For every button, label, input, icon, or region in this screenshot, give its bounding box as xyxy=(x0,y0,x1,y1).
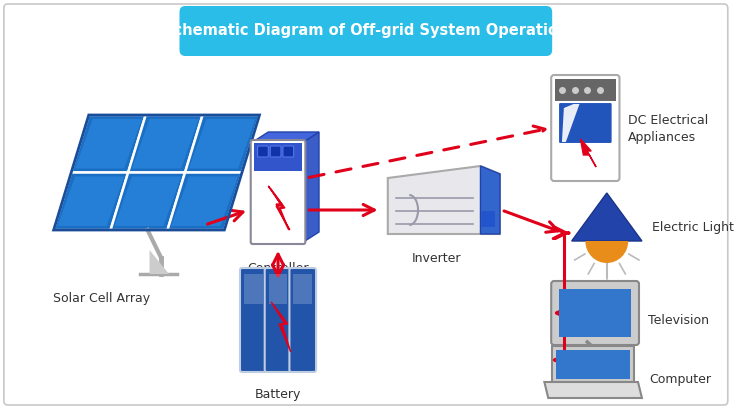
Text: Battery: Battery xyxy=(255,388,302,401)
Text: DC Electrical: DC Electrical xyxy=(628,114,709,126)
Polygon shape xyxy=(544,382,642,398)
Polygon shape xyxy=(304,132,319,242)
FancyBboxPatch shape xyxy=(558,102,613,144)
Polygon shape xyxy=(268,186,290,230)
FancyBboxPatch shape xyxy=(254,143,302,171)
Polygon shape xyxy=(71,115,146,173)
Text: Controller: Controller xyxy=(248,262,309,275)
Polygon shape xyxy=(54,173,128,230)
Polygon shape xyxy=(556,350,630,379)
FancyBboxPatch shape xyxy=(179,6,552,56)
Wedge shape xyxy=(585,241,628,263)
Text: Television: Television xyxy=(648,315,709,328)
Polygon shape xyxy=(481,166,500,234)
FancyBboxPatch shape xyxy=(268,274,287,304)
FancyBboxPatch shape xyxy=(482,211,495,227)
FancyBboxPatch shape xyxy=(270,146,281,157)
Polygon shape xyxy=(110,173,185,230)
Text: Computer: Computer xyxy=(650,373,712,387)
Polygon shape xyxy=(388,166,500,234)
Polygon shape xyxy=(167,173,242,230)
Text: Inverter: Inverter xyxy=(411,252,460,265)
Polygon shape xyxy=(171,177,238,226)
Polygon shape xyxy=(58,177,125,226)
Polygon shape xyxy=(580,139,596,167)
Polygon shape xyxy=(128,115,202,173)
Polygon shape xyxy=(253,132,319,142)
FancyBboxPatch shape xyxy=(290,268,316,372)
Polygon shape xyxy=(572,193,642,241)
FancyBboxPatch shape xyxy=(551,281,639,345)
Text: Solar Cell Array: Solar Cell Array xyxy=(53,292,150,305)
Text: Electric Light: Electric Light xyxy=(652,222,734,234)
Polygon shape xyxy=(552,346,634,382)
FancyBboxPatch shape xyxy=(251,140,305,244)
Polygon shape xyxy=(132,119,199,169)
Polygon shape xyxy=(185,115,260,173)
FancyBboxPatch shape xyxy=(257,146,268,157)
FancyBboxPatch shape xyxy=(293,274,312,304)
FancyBboxPatch shape xyxy=(555,79,616,101)
Text: Schematic Diagram of Off-grid System Operation: Schematic Diagram of Off-grid System Ope… xyxy=(163,23,568,38)
FancyBboxPatch shape xyxy=(240,268,267,372)
Text: Appliances: Appliances xyxy=(628,132,697,144)
FancyBboxPatch shape xyxy=(559,289,632,337)
Polygon shape xyxy=(75,119,142,169)
Polygon shape xyxy=(270,188,289,230)
Polygon shape xyxy=(562,104,580,142)
Polygon shape xyxy=(272,302,291,352)
FancyBboxPatch shape xyxy=(4,4,728,405)
Polygon shape xyxy=(115,177,182,226)
FancyBboxPatch shape xyxy=(283,146,294,157)
FancyBboxPatch shape xyxy=(265,268,291,372)
Polygon shape xyxy=(149,250,169,274)
FancyBboxPatch shape xyxy=(551,75,620,181)
Polygon shape xyxy=(189,119,256,169)
FancyBboxPatch shape xyxy=(244,274,262,304)
